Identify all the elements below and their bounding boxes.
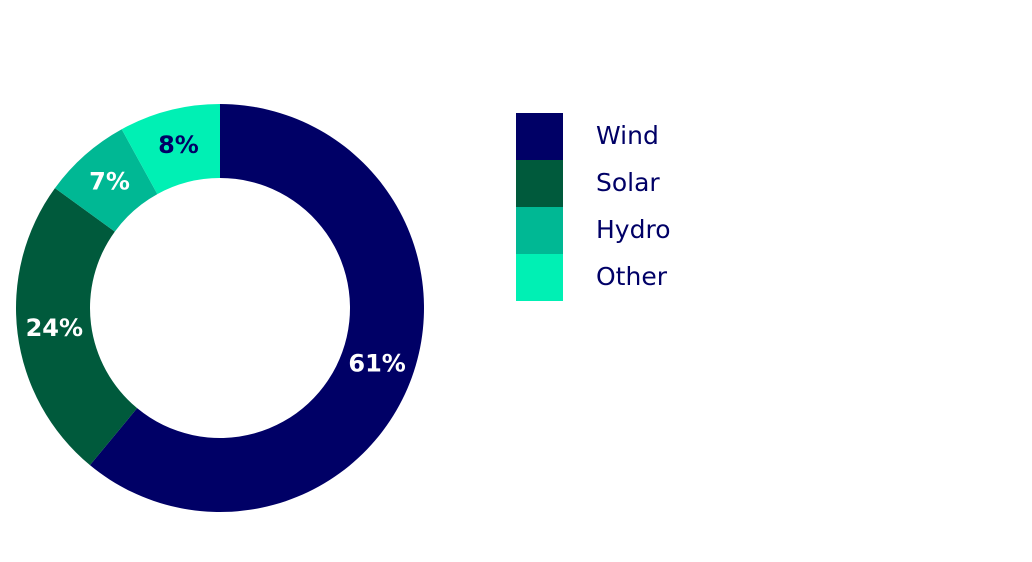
legend-label: Other bbox=[596, 262, 668, 291]
value-label: 61% bbox=[348, 350, 405, 378]
donut-segment bbox=[89, 104, 424, 512]
legend-label: Hydro bbox=[596, 215, 671, 244]
legend-swatch bbox=[516, 113, 563, 160]
value-label: 7% bbox=[89, 168, 130, 196]
value-label: 8% bbox=[158, 131, 199, 159]
legend-swatch bbox=[516, 160, 563, 207]
legend-swatch bbox=[516, 254, 563, 301]
legend-label: Wind bbox=[596, 121, 659, 150]
donut-segment bbox=[121, 104, 220, 195]
legend-swatch bbox=[516, 207, 563, 254]
donut-segment bbox=[54, 129, 158, 232]
value-label: 24% bbox=[26, 314, 83, 342]
donut-segment bbox=[15, 188, 138, 466]
legend-label: Solar bbox=[596, 168, 660, 197]
